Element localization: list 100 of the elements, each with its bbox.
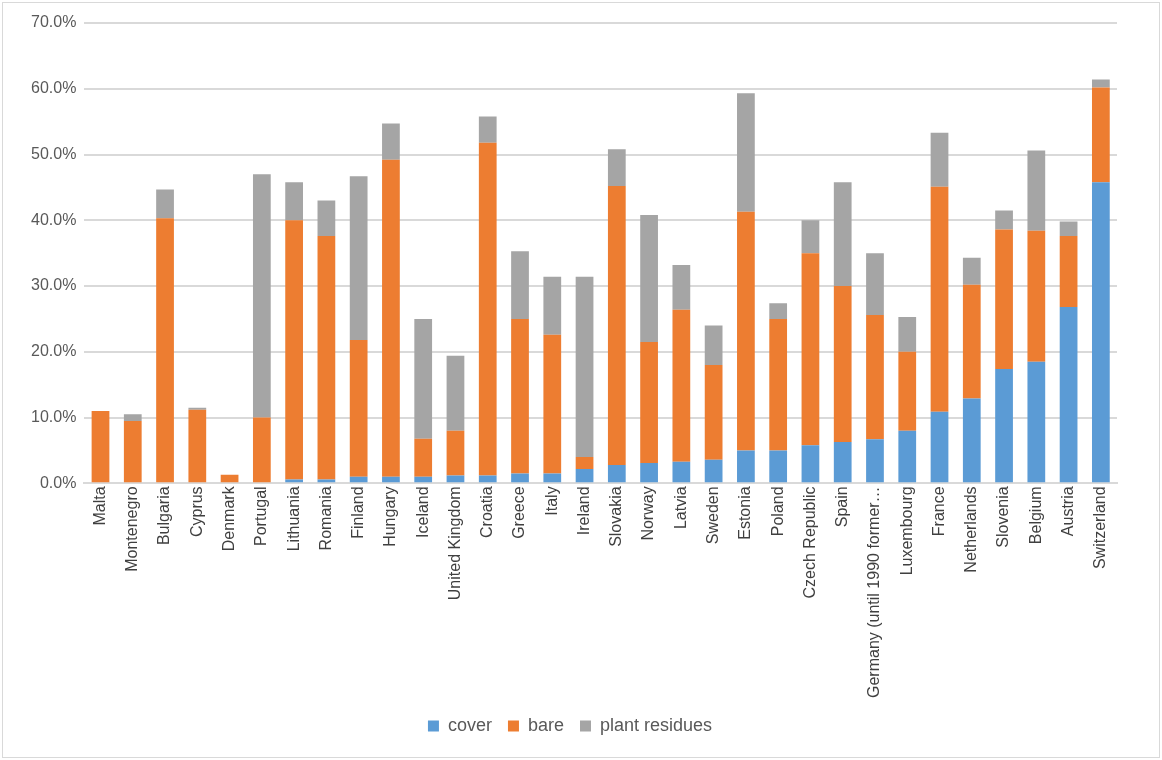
bar: [833, 441, 852, 483]
bar: [898, 316, 917, 352]
x-tick-label: United Kingdom: [445, 486, 463, 601]
bar: [1059, 221, 1078, 237]
bar: [801, 445, 820, 483]
bar: [898, 430, 917, 483]
bar: [91, 411, 110, 483]
bar: [1059, 236, 1078, 308]
bar: [317, 236, 336, 480]
bar: [930, 186, 949, 412]
legend-label: plant residues: [599, 714, 713, 735]
bar: [252, 174, 271, 418]
y-tick-label: 10.0%: [30, 408, 77, 426]
bar: [414, 438, 433, 477]
bar: [801, 220, 820, 254]
bar: [607, 186, 626, 465]
x-tick-label: Netherlands: [962, 486, 980, 573]
bar: [156, 189, 174, 219]
bar: [769, 318, 788, 451]
x-tick-label: Poland: [768, 486, 786, 537]
bar: [930, 132, 949, 187]
bar: [704, 325, 723, 365]
bar: [640, 341, 658, 463]
x-tick-label: Ireland: [574, 486, 592, 536]
bar: [704, 459, 723, 483]
x-tick-label: Italy: [542, 486, 560, 516]
bar: [317, 200, 336, 237]
x-tick-label: Finland: [349, 486, 367, 539]
bar: [349, 340, 368, 477]
x-tick-label: Lithuania: [284, 486, 302, 552]
bar: [866, 253, 884, 315]
x-tick-label: Iceland: [413, 486, 431, 538]
bar: [962, 257, 981, 285]
bar: [866, 315, 884, 440]
x-tick-label: Luxembourg: [897, 486, 915, 576]
bar: [737, 211, 755, 451]
y-tick-label: 50.0%: [30, 144, 77, 162]
bar: [898, 351, 917, 431]
bar: [575, 457, 594, 469]
bar: [382, 159, 400, 477]
legend-label: cover: [447, 714, 492, 735]
bar: [866, 439, 884, 483]
x-tick-label: Hungary: [381, 486, 399, 547]
bar: [1059, 307, 1078, 483]
bar: [833, 286, 852, 442]
bar: [575, 276, 594, 458]
bar: [737, 450, 755, 483]
x-tick-label: Germany (until 1990 former…: [865, 486, 883, 699]
bar: [1027, 150, 1046, 231]
x-tick-label: Slovenia: [994, 486, 1012, 548]
bar: [704, 364, 723, 460]
x-tick-label: Slovakia: [607, 486, 625, 547]
bar: [543, 276, 562, 335]
bar: [511, 473, 529, 483]
bar: [1091, 182, 1110, 483]
bar: [1091, 87, 1110, 183]
bar: [123, 414, 142, 421]
bar: [1027, 361, 1046, 483]
bar: [607, 464, 626, 483]
bar: [769, 450, 788, 483]
bar: [123, 420, 142, 483]
bar: [1091, 79, 1110, 88]
x-tick-label: Spain: [833, 486, 851, 528]
bar: [478, 142, 497, 476]
x-tick-label: Portugal: [252, 486, 270, 546]
bar: [543, 473, 562, 483]
bar: [1027, 230, 1046, 362]
x-tick-label: Estonia: [736, 486, 754, 540]
bar: [382, 476, 400, 483]
y-tick-label: 70.0%: [30, 13, 77, 31]
x-tick-label: Austria: [1059, 486, 1076, 537]
bar: [414, 318, 433, 439]
bar: [962, 398, 981, 483]
bar: [801, 253, 820, 446]
legend-label: bare: [527, 714, 564, 735]
x-tick-label: Denmark: [219, 485, 237, 552]
bar: [252, 417, 271, 483]
x-tick-label: Norway: [639, 486, 657, 541]
bar: [156, 218, 174, 483]
bar: [769, 303, 788, 319]
x-tick-label: Sweden: [704, 486, 722, 545]
x-tick-label: Montenegro: [123, 486, 141, 572]
x-tick-label: Romania: [316, 486, 334, 551]
bar: [737, 93, 755, 212]
bar: [672, 309, 691, 462]
bar: [446, 475, 465, 483]
bar: [640, 215, 658, 342]
bar: [285, 479, 303, 483]
bar: [446, 430, 465, 476]
bar: [833, 182, 852, 287]
bar: [349, 176, 368, 340]
bar: [640, 462, 658, 483]
bar: [285, 220, 303, 480]
bar: [962, 284, 981, 399]
y-tick-label: 20.0%: [30, 342, 77, 360]
bar: [446, 355, 465, 431]
bar: [995, 229, 1013, 369]
bar: [511, 318, 529, 474]
bar: [511, 251, 529, 319]
y-tick-label: 40.0%: [30, 210, 77, 228]
